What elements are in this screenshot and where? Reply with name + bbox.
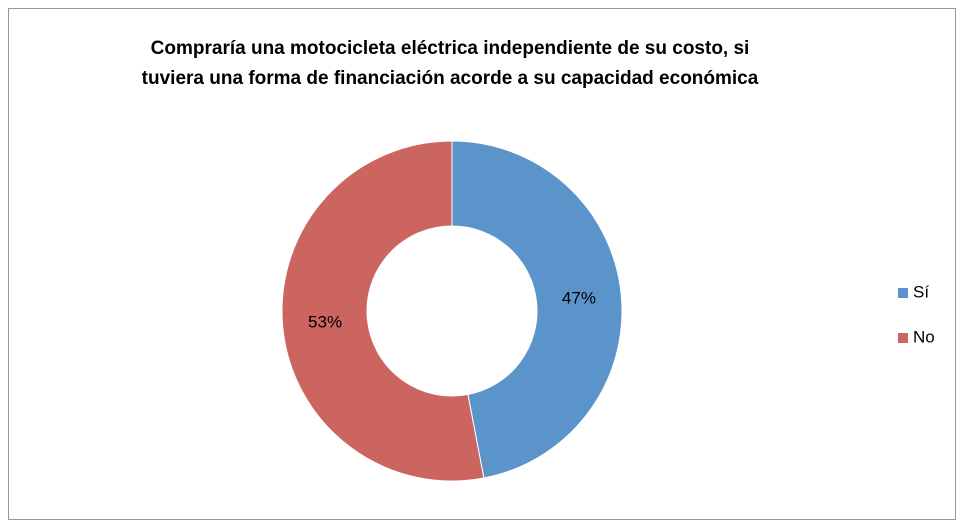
value-label: 47%	[562, 288, 596, 307]
legend-label: Sí	[913, 282, 929, 301]
chart-frame	[8, 8, 956, 520]
legend-swatch	[898, 333, 908, 343]
chart-title: Compraría una motocicleta eléctrica inde…	[141, 38, 759, 89]
legend-swatch	[898, 288, 908, 298]
value-label: 53%	[308, 312, 342, 331]
slice	[451, 140, 623, 479]
slice	[281, 140, 485, 482]
legend-label: No	[913, 327, 935, 346]
